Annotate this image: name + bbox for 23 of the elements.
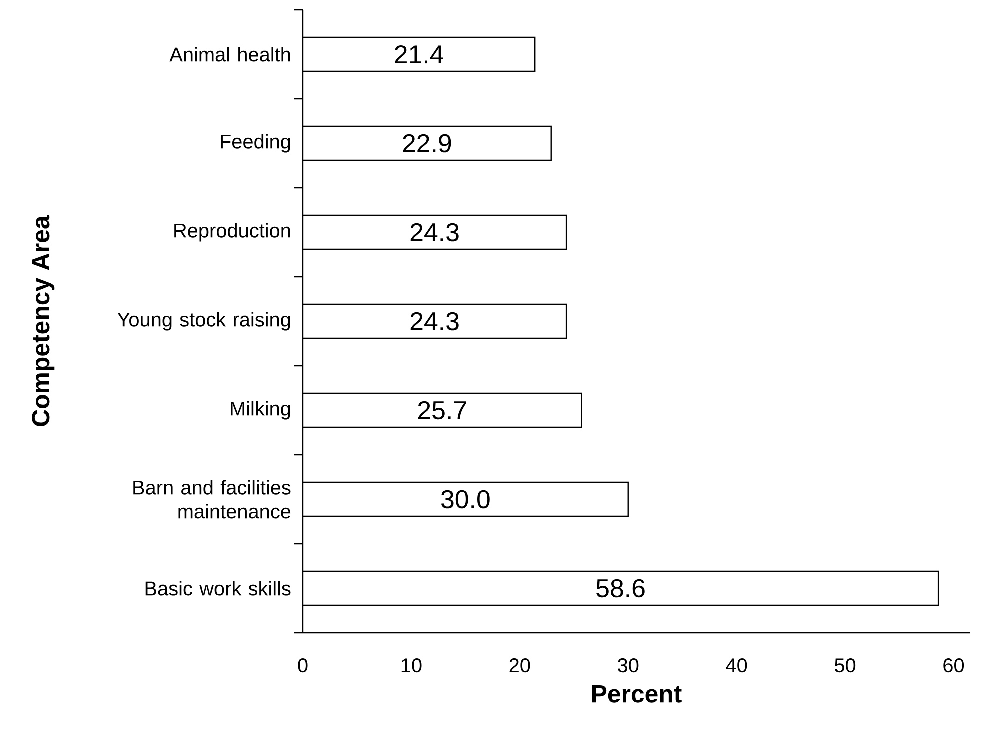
data-label: 21.4 (395, 45, 444, 64)
data-label: 58.6 (596, 579, 645, 598)
x-tick-label: 50 (835, 658, 856, 673)
y-tick-label: Basic work skills (146, 581, 291, 596)
y-axis-title: Competency Area (32, 215, 55, 426)
x-tick-label: 30 (618, 658, 639, 673)
x-tick-label: 40 (726, 658, 748, 673)
x-tick-label: 20 (510, 658, 530, 673)
y-tick-label: Reproduction (174, 223, 290, 242)
data-label: 30.0 (441, 490, 490, 509)
y-tick-label: Young stock raising (118, 312, 290, 331)
x-axis-title: Percent (592, 685, 682, 703)
y-tick-label: Feeding (221, 134, 290, 153)
x-tick-label: 60 (944, 658, 964, 673)
y-tick-label: Milking (231, 401, 290, 420)
y-tick-label: Barn and facilities maintenance (134, 480, 291, 519)
x-tick-label: 10 (402, 658, 422, 673)
data-label: 25.7 (418, 401, 466, 420)
y-tick-label: Animal health (170, 47, 290, 62)
data-label: 24.3 (410, 312, 459, 331)
data-label: 22.9 (403, 134, 452, 153)
x-tick-label: 0 (298, 658, 308, 673)
data-label: 24.3 (410, 223, 459, 242)
